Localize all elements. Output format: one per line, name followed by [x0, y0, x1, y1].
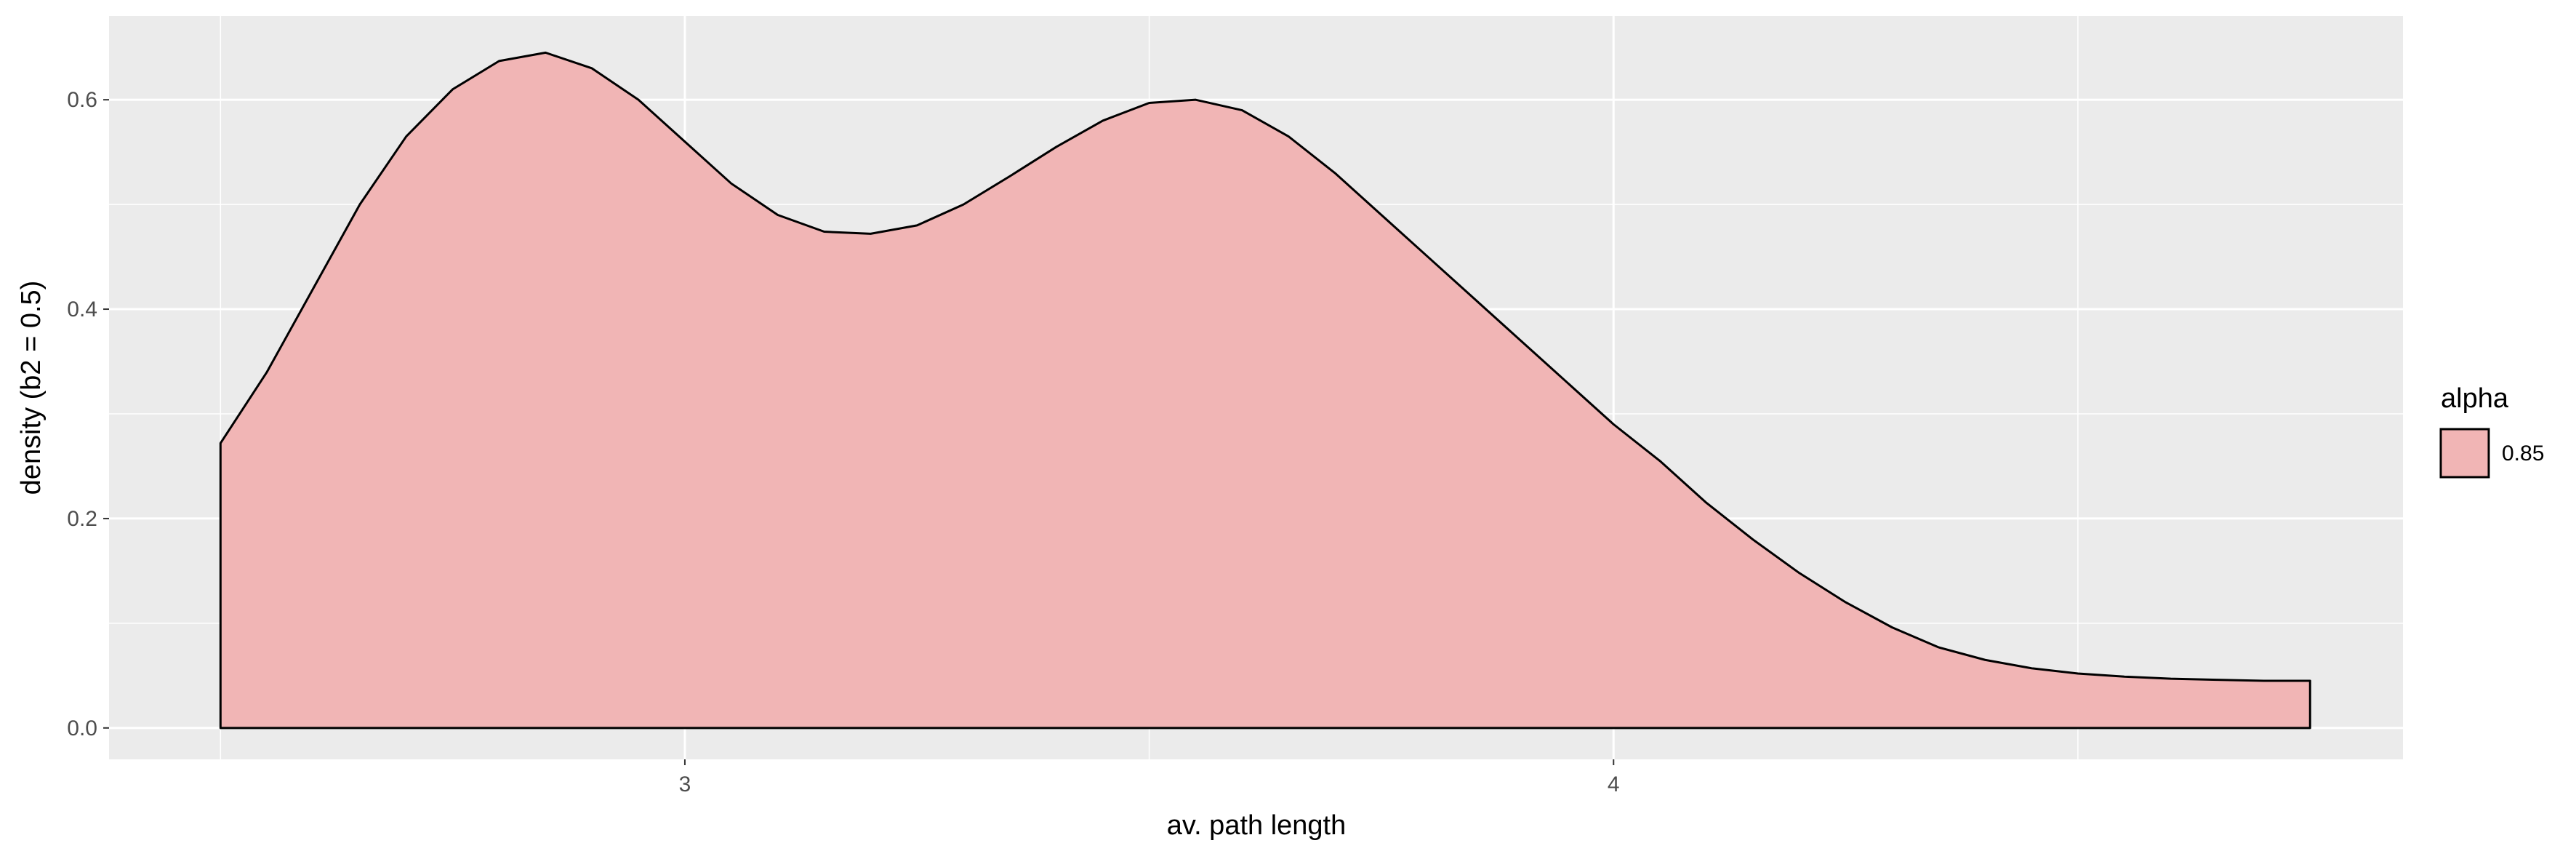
- legend: alpha 0.85: [2439, 383, 2544, 479]
- y-tick-label: 0.2: [67, 507, 97, 531]
- x-tick-label: 3: [679, 772, 691, 796]
- y-axis-title: density (b2 = 0.5): [16, 281, 47, 495]
- x-axis-title: av. path length: [1167, 810, 1346, 841]
- y-tick-label: 0.0: [67, 716, 97, 740]
- y-tick-label: 0.6: [67, 88, 97, 112]
- y-tick-label: 0.4: [67, 297, 97, 321]
- x-tick-label: 4: [1608, 772, 1620, 796]
- legend-title: alpha: [2441, 383, 2509, 414]
- series-layer: [219, 51, 2311, 730]
- legend-key-swatch: [2439, 428, 2490, 479]
- density-area: [219, 51, 2311, 730]
- legend-label: 0.85: [2502, 442, 2544, 466]
- y-axis-ticks: 0.0 0.2 0.4 0.6: [67, 88, 109, 740]
